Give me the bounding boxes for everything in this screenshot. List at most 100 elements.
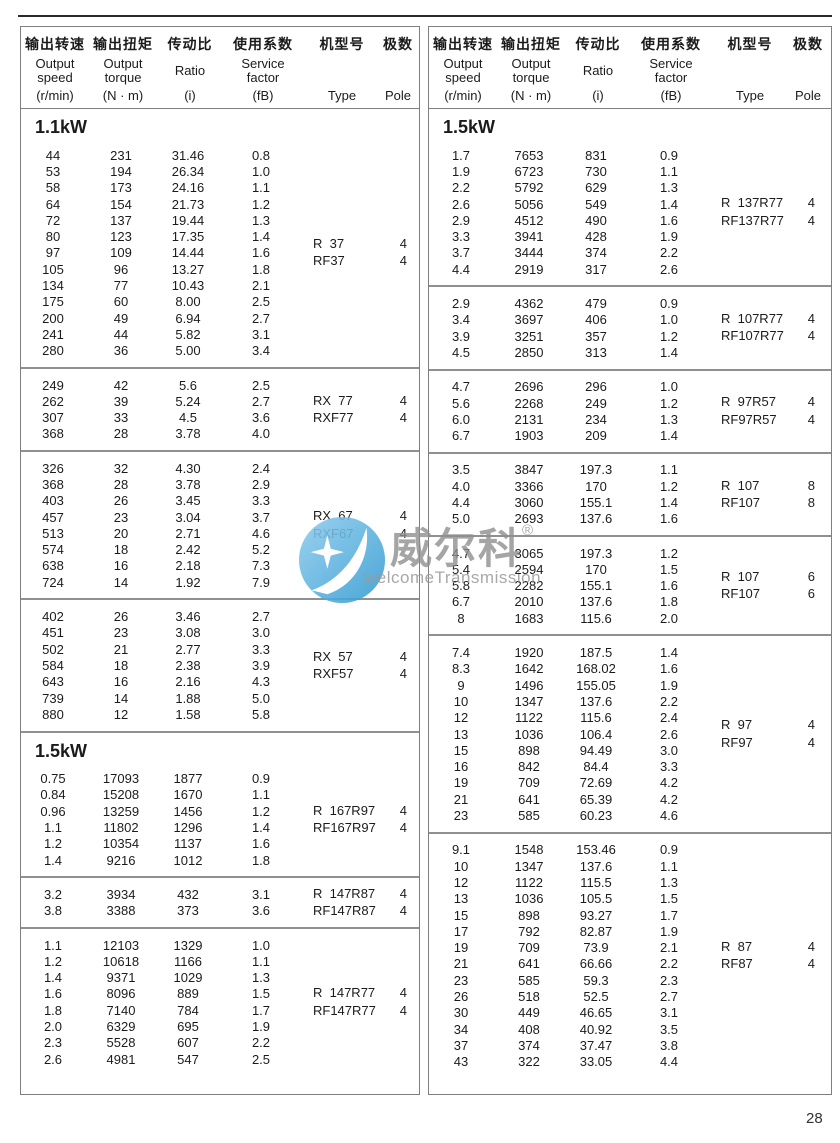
cell-output-speed: 1.2 bbox=[43, 836, 63, 852]
type-label: RF107R77 bbox=[721, 328, 784, 344]
cell-output-speed: 1.4 bbox=[43, 852, 63, 868]
cell-output-torque: 322 bbox=[518, 1054, 540, 1070]
cell-output-speed: 368 bbox=[42, 426, 64, 442]
cell-ratio: 730 bbox=[585, 163, 607, 179]
cell-output-torque: 374 bbox=[518, 1037, 540, 1053]
type-pole-line: RF107 8 bbox=[721, 495, 817, 511]
cell-output-speed: 175 bbox=[42, 294, 64, 310]
cell-ratio: 428 bbox=[585, 229, 607, 245]
cell-output-speed: 16 bbox=[453, 759, 469, 775]
cell-output-speed: 0.84 bbox=[40, 787, 66, 803]
cell-output-torque: 898 bbox=[518, 742, 540, 758]
type-pole-line: R 147R87 4 bbox=[313, 886, 409, 902]
gear-block: 2.9 4362 479 0.9 3.4 3697 406 1.0 3.9 3251 357 1.2 4… bbox=[429, 285, 831, 368]
cell-output-torque: 17093 bbox=[102, 771, 140, 787]
table-row: 1.6 8096 889 1.5 bbox=[21, 986, 419, 1002]
cell-service-factor: 4.0 bbox=[251, 426, 271, 442]
gear-block: 0.75 17093 1877 0.9 0.84 15208 1670 1.1 0.96 1325… bbox=[21, 763, 419, 877]
table-row: 739 14 1.88 5.0 bbox=[21, 690, 419, 706]
gear-block: 1.7 7653 831 0.9 1.9 6723 730 1.1 2.2 5792 629 1.3 2… bbox=[429, 139, 831, 285]
cell-ratio: 2.77 bbox=[175, 641, 201, 657]
cell-output-speed: 10 bbox=[453, 858, 469, 874]
type-pole-line: R 107R77 4 bbox=[721, 311, 817, 327]
cell-ratio: 40.92 bbox=[579, 1021, 613, 1037]
cell-ratio: 3.78 bbox=[175, 476, 201, 492]
cell-service-factor: 1.4 bbox=[659, 494, 679, 510]
cell-output-torque: 194 bbox=[110, 163, 132, 179]
header-label-en: Output torque bbox=[511, 56, 550, 86]
header-label-en: Service factor bbox=[241, 55, 285, 86]
cell-output-torque: 32 bbox=[113, 460, 129, 476]
table-row: 3.5 3847 197.3 1.1 bbox=[429, 462, 831, 478]
cell-ratio: 432 bbox=[177, 886, 199, 902]
cell-output-speed: 502 bbox=[42, 641, 64, 657]
table-row: 1.1 12103 1329 1.0 bbox=[21, 937, 419, 953]
cell-output-speed: 105 bbox=[42, 261, 64, 277]
cell-ratio: 629 bbox=[585, 180, 607, 196]
cell-output-torque: 1642 bbox=[514, 661, 544, 677]
type-pole-column: R 107R77 4 RF107R77 4 bbox=[721, 287, 817, 368]
cell-output-speed: 0.96 bbox=[40, 803, 66, 819]
header-label-en-line: speed bbox=[445, 70, 481, 85]
table-row: 3.9 3251 357 1.2 bbox=[429, 328, 831, 344]
header-cell-type: 机型号 Type bbox=[305, 34, 379, 103]
cell-output-torque: 5056 bbox=[514, 196, 544, 212]
cell-ratio: 1166 bbox=[174, 953, 202, 969]
cell-output-torque: 2850 bbox=[514, 344, 544, 360]
pole-value: 6 bbox=[807, 568, 815, 584]
cell-service-factor: 1.1 bbox=[659, 462, 679, 478]
cell-output-torque: 44 bbox=[113, 326, 129, 342]
cell-service-factor: 1.3 bbox=[659, 180, 679, 196]
header-unit: Type bbox=[735, 88, 765, 103]
cell-ratio: 2.16 bbox=[175, 674, 201, 690]
cell-output-speed: 403 bbox=[42, 493, 64, 509]
pole-value: 4 bbox=[399, 985, 407, 1001]
cell-output-torque: 5792 bbox=[514, 180, 544, 196]
table-row: 9.1 1548 153.46 0.9 bbox=[429, 842, 831, 858]
type-pole-line: RX 67 4 bbox=[313, 508, 409, 524]
header-unit: (fB) bbox=[660, 88, 682, 103]
cell-output-torque: 28 bbox=[113, 476, 129, 492]
table-row: 584 18 2.38 3.9 bbox=[21, 657, 419, 673]
cell-output-speed: 4.4 bbox=[451, 494, 471, 510]
header-cell-fb: 使用系数 Service factor (fB) bbox=[629, 34, 713, 103]
table-row: 2.2 5792 629 1.3 bbox=[429, 180, 831, 196]
cell-ratio: 170 bbox=[585, 561, 607, 577]
cell-ratio: 137.6 bbox=[579, 594, 613, 610]
table-row: 1.1 11802 1296 1.4 bbox=[21, 819, 419, 835]
cell-service-factor: 2.3 bbox=[659, 972, 679, 988]
cell-output-torque: 2594 bbox=[514, 561, 544, 577]
type-pole-column: RX 57 4 RXF57 4 bbox=[313, 600, 409, 730]
cell-service-factor: 1.2 bbox=[659, 545, 679, 561]
type-pole-column: R 107 8 RF107 8 bbox=[721, 454, 817, 535]
cell-output-torque: 49 bbox=[113, 310, 129, 326]
cell-ratio: 3.78 bbox=[175, 426, 201, 442]
cell-service-factor: 1.9 bbox=[659, 229, 679, 245]
cell-service-factor: 1.4 bbox=[659, 428, 679, 444]
cell-output-torque: 585 bbox=[518, 972, 540, 988]
cell-output-torque: 11802 bbox=[103, 820, 139, 836]
cell-ratio: 831 bbox=[585, 147, 607, 163]
pole-value: 4 bbox=[399, 236, 407, 252]
cell-ratio: 93.27 bbox=[579, 907, 613, 923]
cell-output-speed: 2.2 bbox=[451, 180, 471, 196]
cell-output-torque: 231 bbox=[110, 147, 132, 163]
cell-service-factor: 3.3 bbox=[251, 641, 271, 657]
cell-output-speed: 3.7 bbox=[451, 245, 471, 261]
header-unit: (i) bbox=[592, 88, 604, 103]
cell-ratio: 72.69 bbox=[579, 775, 613, 791]
header-label-en-line: Service bbox=[241, 55, 285, 71]
table-row: 12 1122 115.5 1.3 bbox=[429, 874, 831, 890]
table-row: 2.9 4362 479 0.9 bbox=[429, 295, 831, 311]
cell-ratio: 249 bbox=[585, 395, 607, 411]
table-row: 3.8 3388 373 3.6 bbox=[21, 903, 419, 919]
header-cell-i: 传动比 Ratio (i) bbox=[567, 34, 629, 103]
gear-block: 7.4 1920 187.5 1.4 8.3 1642 168.02 1.6 9 1496 155.… bbox=[429, 634, 831, 831]
cell-output-torque: 16 bbox=[113, 674, 129, 690]
cell-output-torque: 9371 bbox=[106, 970, 136, 986]
cell-service-factor: 1.6 bbox=[251, 836, 271, 852]
cell-service-factor: 1.0 bbox=[659, 379, 679, 395]
cell-output-torque: 1920 bbox=[514, 645, 544, 661]
type-label: RF147R87 bbox=[313, 903, 376, 919]
table-row: 16 842 84.4 3.3 bbox=[429, 759, 831, 775]
